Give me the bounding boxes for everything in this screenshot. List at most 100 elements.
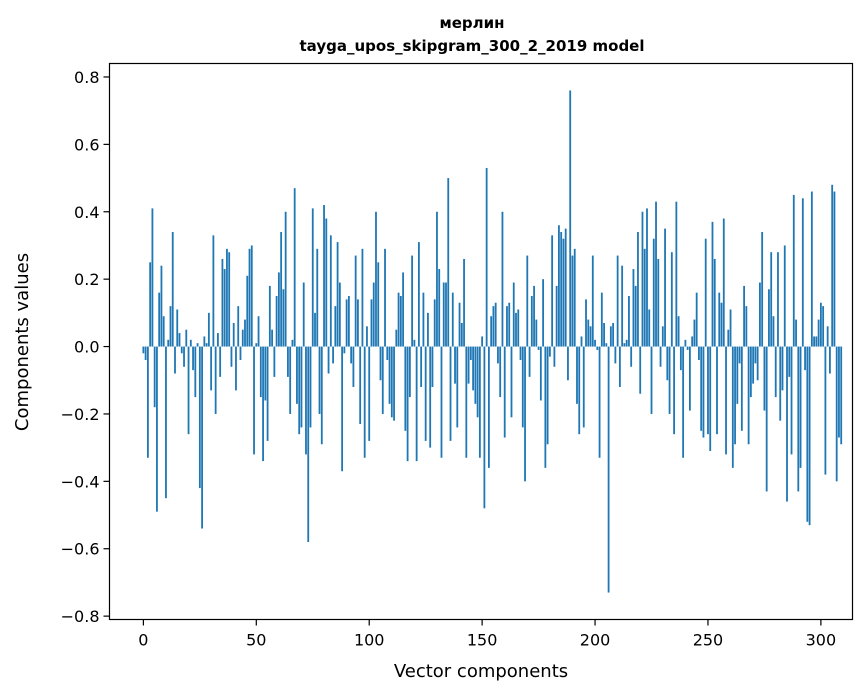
bar-262 bbox=[734, 346, 736, 445]
bar-69 bbox=[298, 346, 301, 435]
bar-17 bbox=[180, 346, 183, 354]
bar-255 bbox=[718, 292, 721, 347]
bar-45 bbox=[244, 319, 246, 347]
bar-159 bbox=[501, 211, 504, 347]
bar-58 bbox=[273, 346, 276, 377]
bar-303 bbox=[826, 326, 829, 347]
bar-169 bbox=[524, 346, 526, 482]
bar-144 bbox=[467, 346, 470, 384]
bar-54 bbox=[264, 346, 267, 401]
y-tick-label: 0.2 bbox=[74, 270, 99, 289]
bar-237 bbox=[677, 316, 680, 347]
bar-251 bbox=[709, 346, 712, 452]
bar-284 bbox=[783, 245, 786, 347]
bar-248 bbox=[702, 346, 705, 438]
bar-302 bbox=[824, 346, 827, 475]
bar-112 bbox=[395, 329, 398, 347]
bar-88 bbox=[341, 346, 344, 472]
bar-299 bbox=[817, 319, 820, 347]
bar-7 bbox=[158, 292, 161, 347]
bar-282 bbox=[779, 346, 782, 421]
bar-121 bbox=[415, 346, 418, 462]
bar-61 bbox=[280, 231, 283, 347]
bar-290 bbox=[797, 346, 800, 492]
x-tick-label: 50 bbox=[246, 631, 266, 650]
bar-52 bbox=[259, 346, 262, 398]
bar-9 bbox=[162, 316, 165, 347]
bar-136 bbox=[449, 346, 452, 441]
bar-178 bbox=[544, 346, 547, 468]
bar-236 bbox=[675, 201, 678, 347]
bar-11 bbox=[167, 339, 170, 347]
bar-267 bbox=[745, 306, 748, 347]
bar-91 bbox=[347, 296, 350, 347]
bar-194 bbox=[580, 336, 583, 347]
bar-56 bbox=[268, 285, 271, 347]
bar-286 bbox=[788, 346, 791, 377]
bar-238 bbox=[679, 346, 682, 371]
y-axis-label: Components values bbox=[12, 253, 33, 431]
bar-280 bbox=[774, 346, 777, 398]
bar-72 bbox=[305, 346, 307, 455]
bar-27 bbox=[203, 336, 206, 347]
bar-57 bbox=[271, 329, 274, 347]
bar-222 bbox=[643, 248, 646, 347]
bar-44 bbox=[241, 329, 244, 347]
y-tick-label: 0.8 bbox=[74, 68, 99, 87]
bar-213 bbox=[623, 343, 626, 347]
y-axis: −0.8 −0.6 −0.4 −0.2 0.0 0.2 0.4 0.6 0.8 bbox=[61, 68, 110, 626]
bar-160 bbox=[503, 346, 506, 438]
bar-67 bbox=[293, 188, 296, 347]
bar-168 bbox=[521, 346, 524, 428]
bar-254 bbox=[716, 346, 718, 435]
bar-207 bbox=[609, 326, 612, 347]
bar-228 bbox=[657, 258, 660, 347]
bar-229 bbox=[659, 346, 662, 367]
bar-167 bbox=[519, 346, 522, 361]
bar-219 bbox=[637, 231, 639, 347]
bar-8 bbox=[160, 265, 163, 347]
bar-271 bbox=[754, 346, 757, 364]
bar-212 bbox=[621, 265, 624, 347]
bar-115 bbox=[402, 272, 404, 347]
y-tick-label: −0.8 bbox=[61, 607, 100, 626]
bar-306 bbox=[833, 191, 836, 347]
bar-283 bbox=[781, 346, 784, 391]
bar-279 bbox=[772, 316, 775, 347]
bar-275 bbox=[763, 346, 766, 411]
bar-97 bbox=[361, 248, 364, 347]
bar-99 bbox=[366, 326, 368, 347]
bar-108 bbox=[386, 346, 389, 361]
bar-179 bbox=[546, 346, 549, 445]
bar-235 bbox=[673, 346, 675, 435]
bar-92 bbox=[350, 346, 353, 364]
bar-76 bbox=[314, 312, 316, 347]
bar-263 bbox=[736, 346, 739, 404]
y-tick-label: 0.4 bbox=[74, 203, 99, 222]
bar-127 bbox=[429, 346, 432, 448]
bar-18 bbox=[183, 346, 185, 367]
bar-269 bbox=[749, 346, 752, 398]
y-tick-label: −0.4 bbox=[61, 472, 100, 491]
bar-81 bbox=[325, 218, 328, 347]
bar-46 bbox=[246, 275, 249, 347]
bar-225 bbox=[650, 346, 653, 414]
bar-148 bbox=[476, 346, 479, 418]
bar-243 bbox=[691, 336, 694, 347]
bar-155 bbox=[492, 306, 495, 347]
bar-131 bbox=[438, 269, 441, 347]
bar-172 bbox=[530, 296, 533, 347]
bar-139 bbox=[456, 346, 459, 428]
bar-164 bbox=[512, 282, 515, 347]
bar-151 bbox=[483, 346, 486, 509]
bar-104 bbox=[377, 262, 380, 347]
bar-124 bbox=[422, 292, 425, 347]
bar-103 bbox=[375, 211, 377, 347]
y-tick-label: −0.2 bbox=[61, 405, 100, 424]
bar-12 bbox=[169, 306, 172, 347]
bar-114 bbox=[399, 296, 402, 347]
bar-154 bbox=[490, 316, 493, 347]
bar-180 bbox=[548, 346, 551, 357]
bar-48 bbox=[250, 245, 253, 347]
bar-197 bbox=[587, 319, 590, 347]
